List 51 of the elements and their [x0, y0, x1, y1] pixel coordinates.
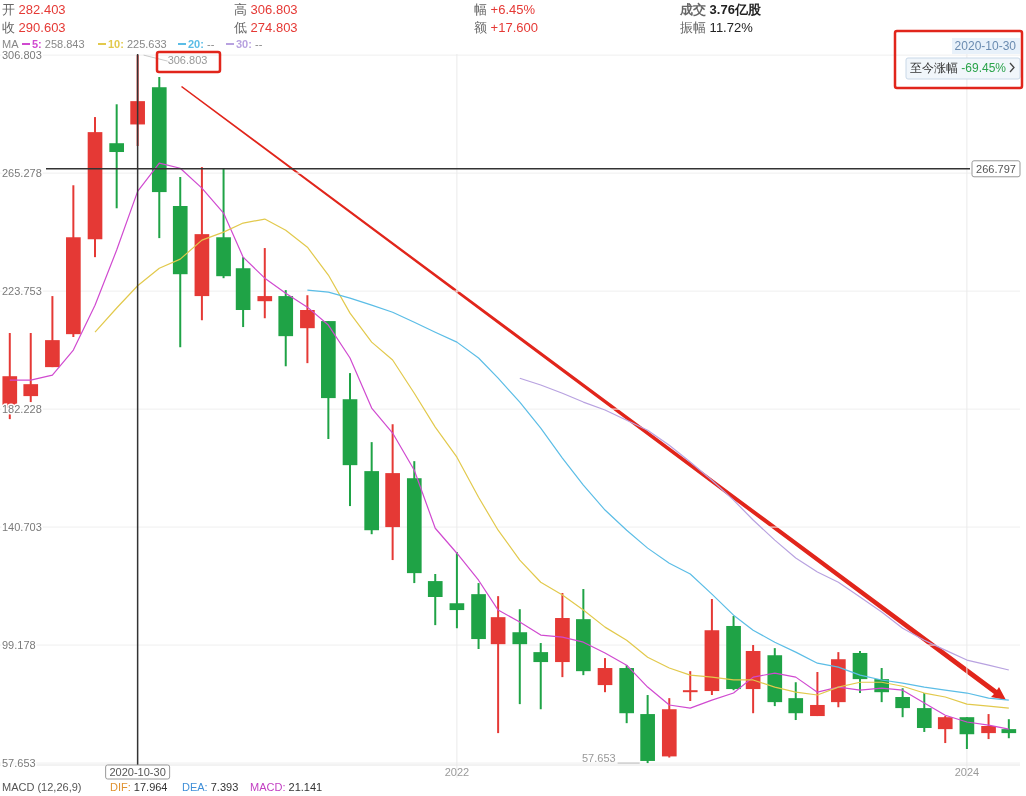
y-tick-label: 306.803: [2, 49, 42, 62]
candlestick: [1001, 718, 1017, 740]
candlestick: [682, 670, 698, 702]
legend-label: 10: 225.633: [108, 38, 167, 50]
x-tick-label: 2022: [444, 766, 470, 778]
annotation: 振幅 11.72%: [680, 20, 754, 35]
candlestick: [916, 692, 932, 733]
candlestick: [427, 572, 443, 627]
candlestick: [533, 642, 549, 711]
text: MACD: 21.141: [250, 781, 323, 793]
line-series: [306, 289, 1010, 701]
candlestick: [788, 681, 804, 722]
annotation: 57.653: [581, 752, 616, 765]
y-tick-label: 140.703: [2, 521, 42, 534]
candlestick: [597, 657, 613, 694]
annotation: 至今涨幅 -69.45%: [910, 61, 1007, 75]
annotation: 2020-10-30: [954, 39, 1017, 53]
legend-label: 20: --: [188, 38, 215, 50]
annotation: 306.803: [167, 54, 208, 67]
candlestick: [937, 715, 953, 745]
annotation: 低 274.803: [234, 20, 298, 35]
line-series: [519, 377, 1010, 671]
ref-line-label: 266.797: [976, 162, 1016, 175]
legend-label: 5: 258.843: [32, 38, 85, 50]
x-tick-label: 2024: [954, 766, 980, 778]
annotation: 高 306.803: [234, 2, 298, 17]
annotation: 收 290.603: [2, 20, 66, 35]
y-tick-label: 57.653: [2, 757, 36, 770]
line-series: [94, 218, 1010, 709]
candlestick: [300, 294, 315, 365]
candlestick: [512, 608, 528, 706]
text: DEA: 7.393: [182, 781, 239, 793]
candlestick: [981, 713, 996, 741]
annotation: 成交 3.76亿股: [679, 2, 762, 17]
candlestick: [109, 103, 125, 210]
annotation: 幅 +6.45%: [474, 2, 536, 17]
candlestick: [257, 247, 273, 320]
ref-line-label: 2020-10-30: [109, 766, 166, 778]
annotation: 开 282.403: [2, 2, 66, 17]
candlestick: [449, 551, 465, 630]
annotation: 额 +17.600: [474, 20, 538, 35]
candlestick: [23, 332, 39, 404]
legend-title: MA: [2, 38, 20, 50]
y-tick-label: 99.178: [2, 639, 36, 652]
text: DIF: 17.964: [110, 781, 168, 793]
candlestick: [895, 687, 910, 719]
y-tick-label: 265.278: [2, 167, 42, 180]
candlestick: [810, 671, 825, 718]
y-tick-label: 223.753: [2, 285, 42, 298]
text: MACD (12,26,9): [2, 781, 82, 793]
legend-label: 30: --: [236, 38, 263, 50]
